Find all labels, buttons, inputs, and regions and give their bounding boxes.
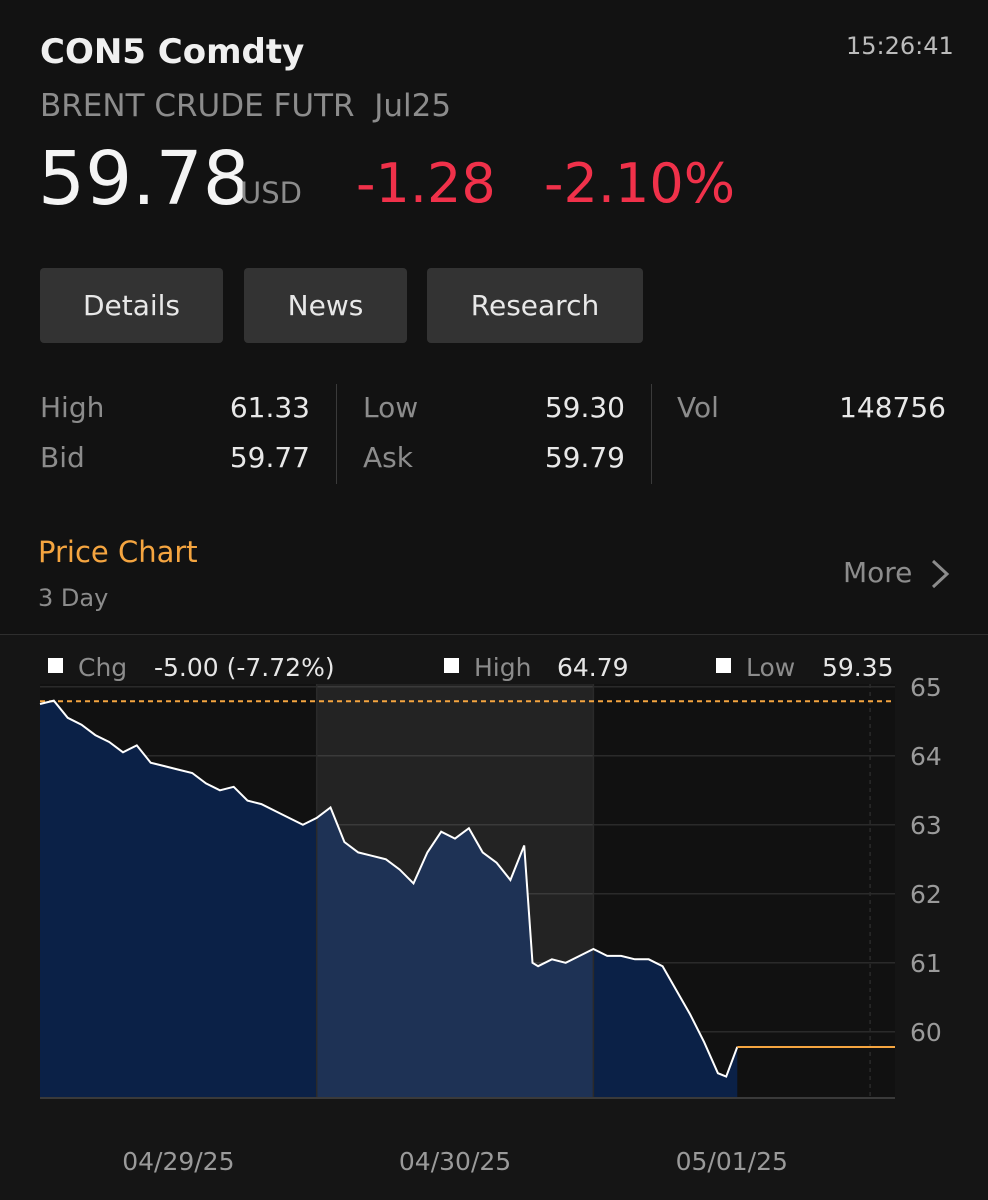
stat-label: Bid (40, 441, 85, 474)
y-tick-label: 65 (910, 673, 942, 702)
x-tick-label: 04/29/25 (122, 1147, 234, 1176)
x-tick-label: 05/01/25 (676, 1147, 788, 1176)
section-subtitle: 3 Day (38, 584, 109, 612)
change: -1.28 (356, 152, 496, 215)
legend-label: High (474, 653, 531, 682)
area-fill (40, 700, 738, 1098)
details-button[interactable]: Details (40, 268, 223, 343)
legend-label: Chg (78, 653, 127, 682)
stat-value: 148756 (839, 391, 946, 424)
stat-label: High (40, 391, 105, 424)
change-pct: -2.10% (544, 152, 736, 215)
stat-value: 59.77 (229, 441, 310, 474)
more-link[interactable]: More (843, 556, 913, 589)
price-line (39, 699, 739, 1078)
day-band (316, 684, 594, 1098)
legend-value: 59.35 (822, 653, 894, 682)
y-tick-label: 64 (910, 742, 942, 771)
chevron (931, 559, 950, 589)
currency: USD (240, 176, 302, 210)
stat-value: 61.33 (229, 391, 310, 424)
divider (651, 384, 652, 484)
research-button[interactable]: Research (427, 268, 643, 343)
stat-label: Ask (363, 441, 413, 474)
chart: 60 61 62 63 64 65 04/29/25 04/30/25 05/01/25 Chg -… (0, 634, 988, 1200)
y-tick-label: 61 (910, 949, 942, 978)
x-tick-label: 04/30/25 (399, 1147, 511, 1176)
section-title: Price Chart (38, 535, 198, 569)
symbol: CON5 Comdty (40, 32, 305, 72)
legend-swatch (48, 658, 63, 673)
y-tick-label: 60 (910, 1018, 942, 1047)
stat-label: Low (363, 391, 419, 424)
stat-value: 59.79 (544, 441, 625, 474)
legend-value: 64.79 (557, 653, 629, 682)
news-button[interactable]: News (244, 268, 407, 343)
stat-value: 59.30 (544, 391, 625, 424)
time: 15:26:41 (846, 32, 954, 60)
legend-label: Low (746, 653, 795, 682)
y-tick-label: 63 (910, 811, 942, 840)
instrument-name: BRENT CRUDE FUTR Jul25 (40, 88, 452, 124)
legend-value: -5.00 (-7.72%) (154, 653, 335, 682)
stat-label: Vol (677, 391, 719, 424)
divider (336, 384, 337, 484)
legend-swatch (444, 658, 459, 673)
price: 59.78 (38, 136, 250, 222)
y-tick-label: 62 (910, 880, 942, 909)
legend-swatch (716, 658, 731, 673)
